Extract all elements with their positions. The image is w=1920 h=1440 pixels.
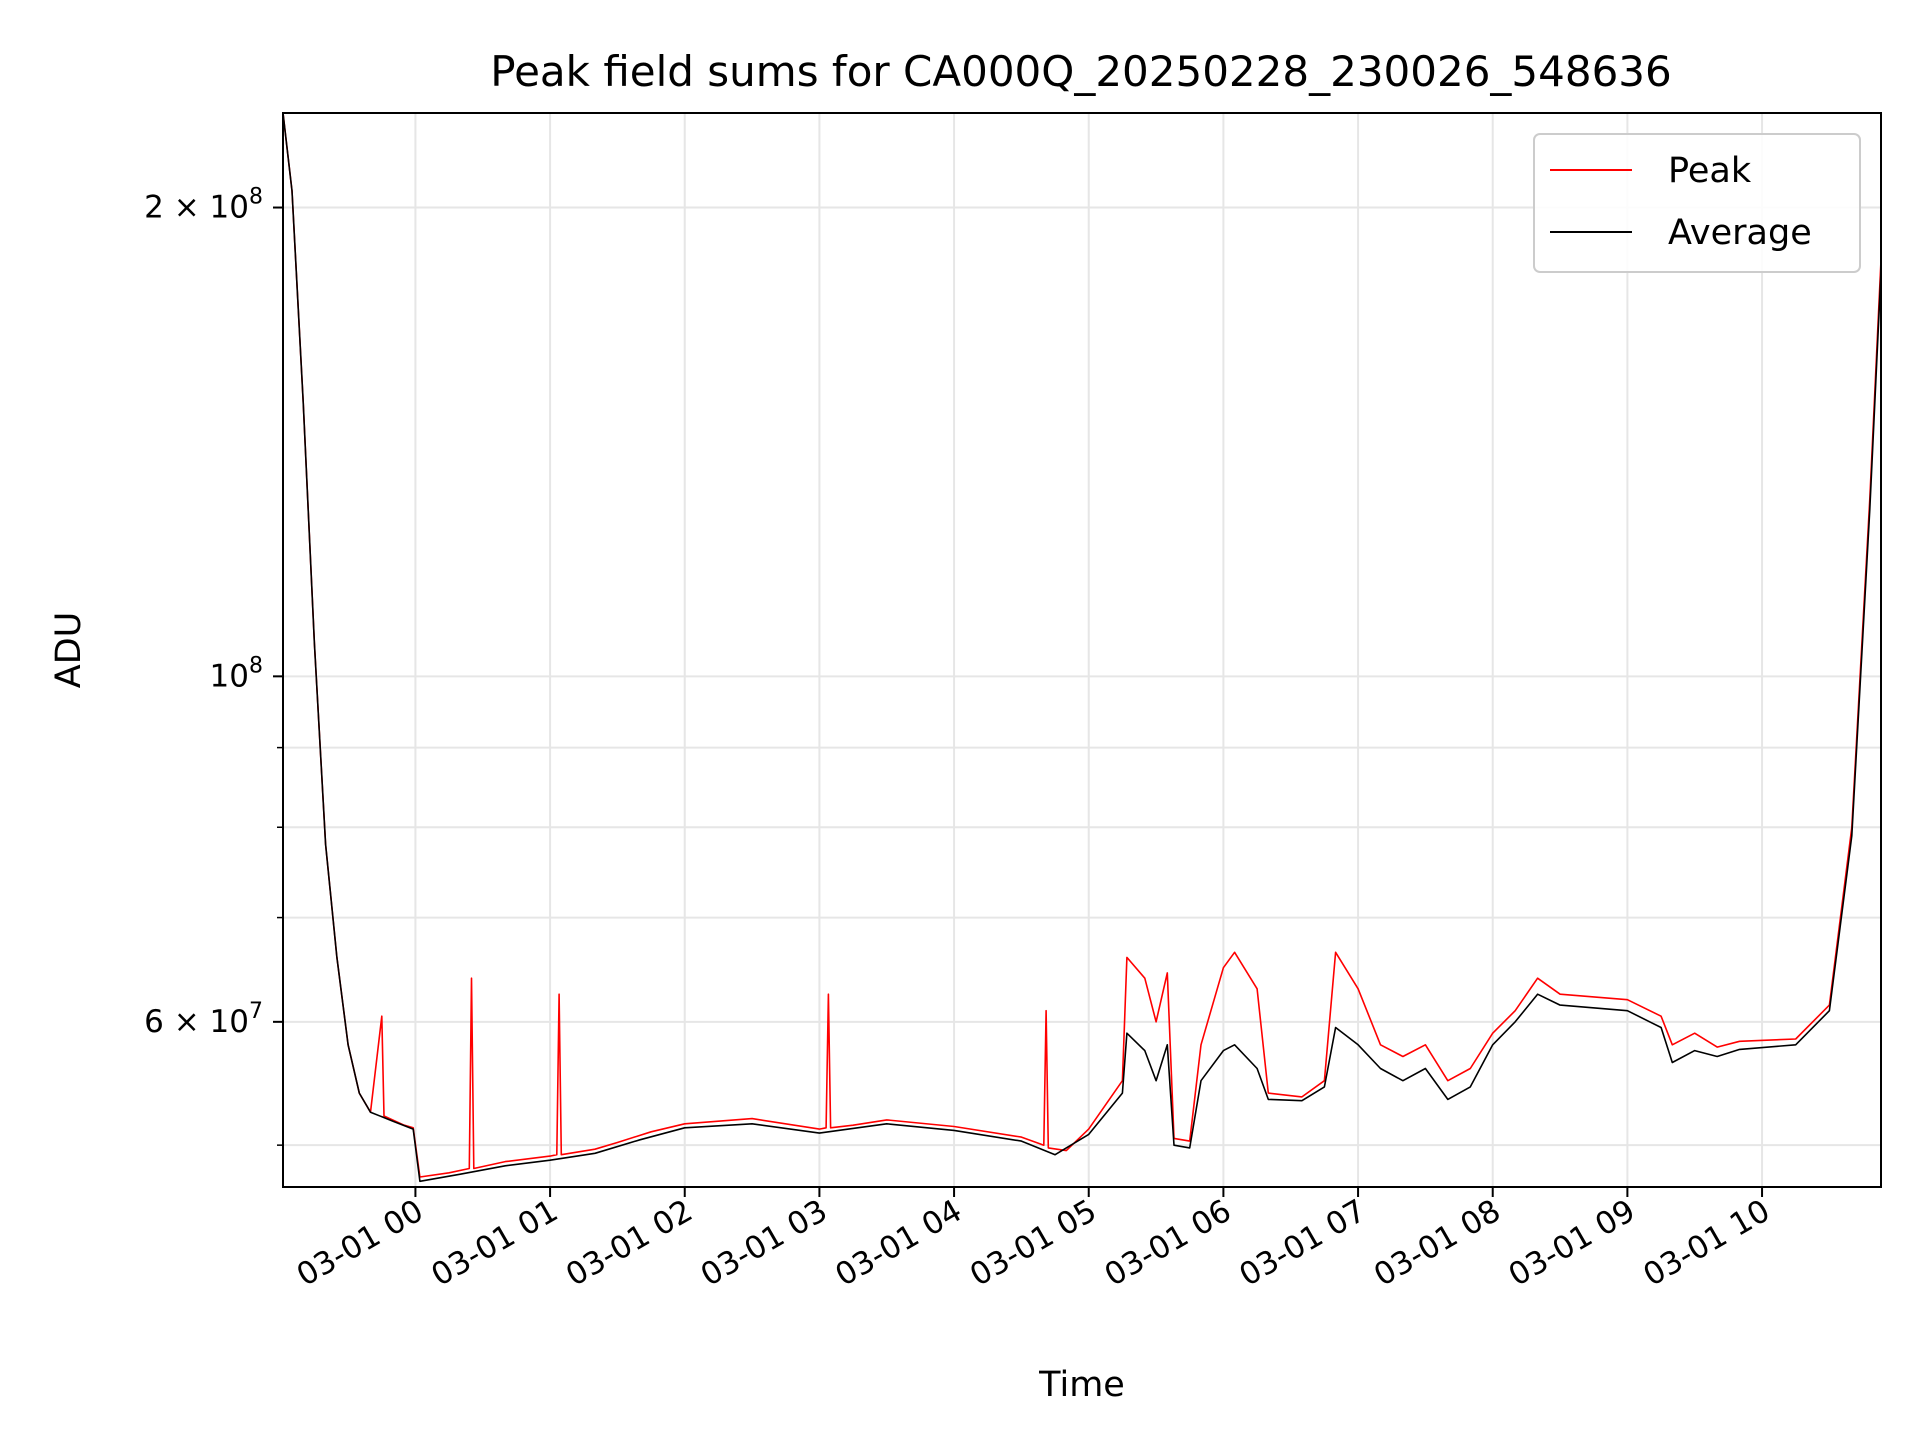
- y-tick-label: 108: [210, 653, 263, 694]
- y-tick-label: 2 × 108: [144, 185, 263, 226]
- legend-label-average: Average: [1668, 213, 1812, 253]
- legend-box: [1533, 133, 1861, 273]
- chart-title: Peak field sums for CA000Q_20250228_2300…: [490, 47, 1672, 96]
- plot-area: [283, 113, 1881, 1183]
- y-axis-label: ADU: [49, 612, 89, 689]
- series-line-average: [283, 113, 1881, 1183]
- legend-label-peak: Peak: [1668, 151, 1752, 191]
- x-axis-label: Time: [1038, 1365, 1125, 1405]
- series-layer: [283, 113, 1881, 1183]
- grid: [283, 113, 1881, 1187]
- legend: Peak Average: [1533, 133, 1861, 273]
- plot-frame: [282, 112, 1882, 1188]
- y-tick-label: 6 × 107: [144, 999, 263, 1040]
